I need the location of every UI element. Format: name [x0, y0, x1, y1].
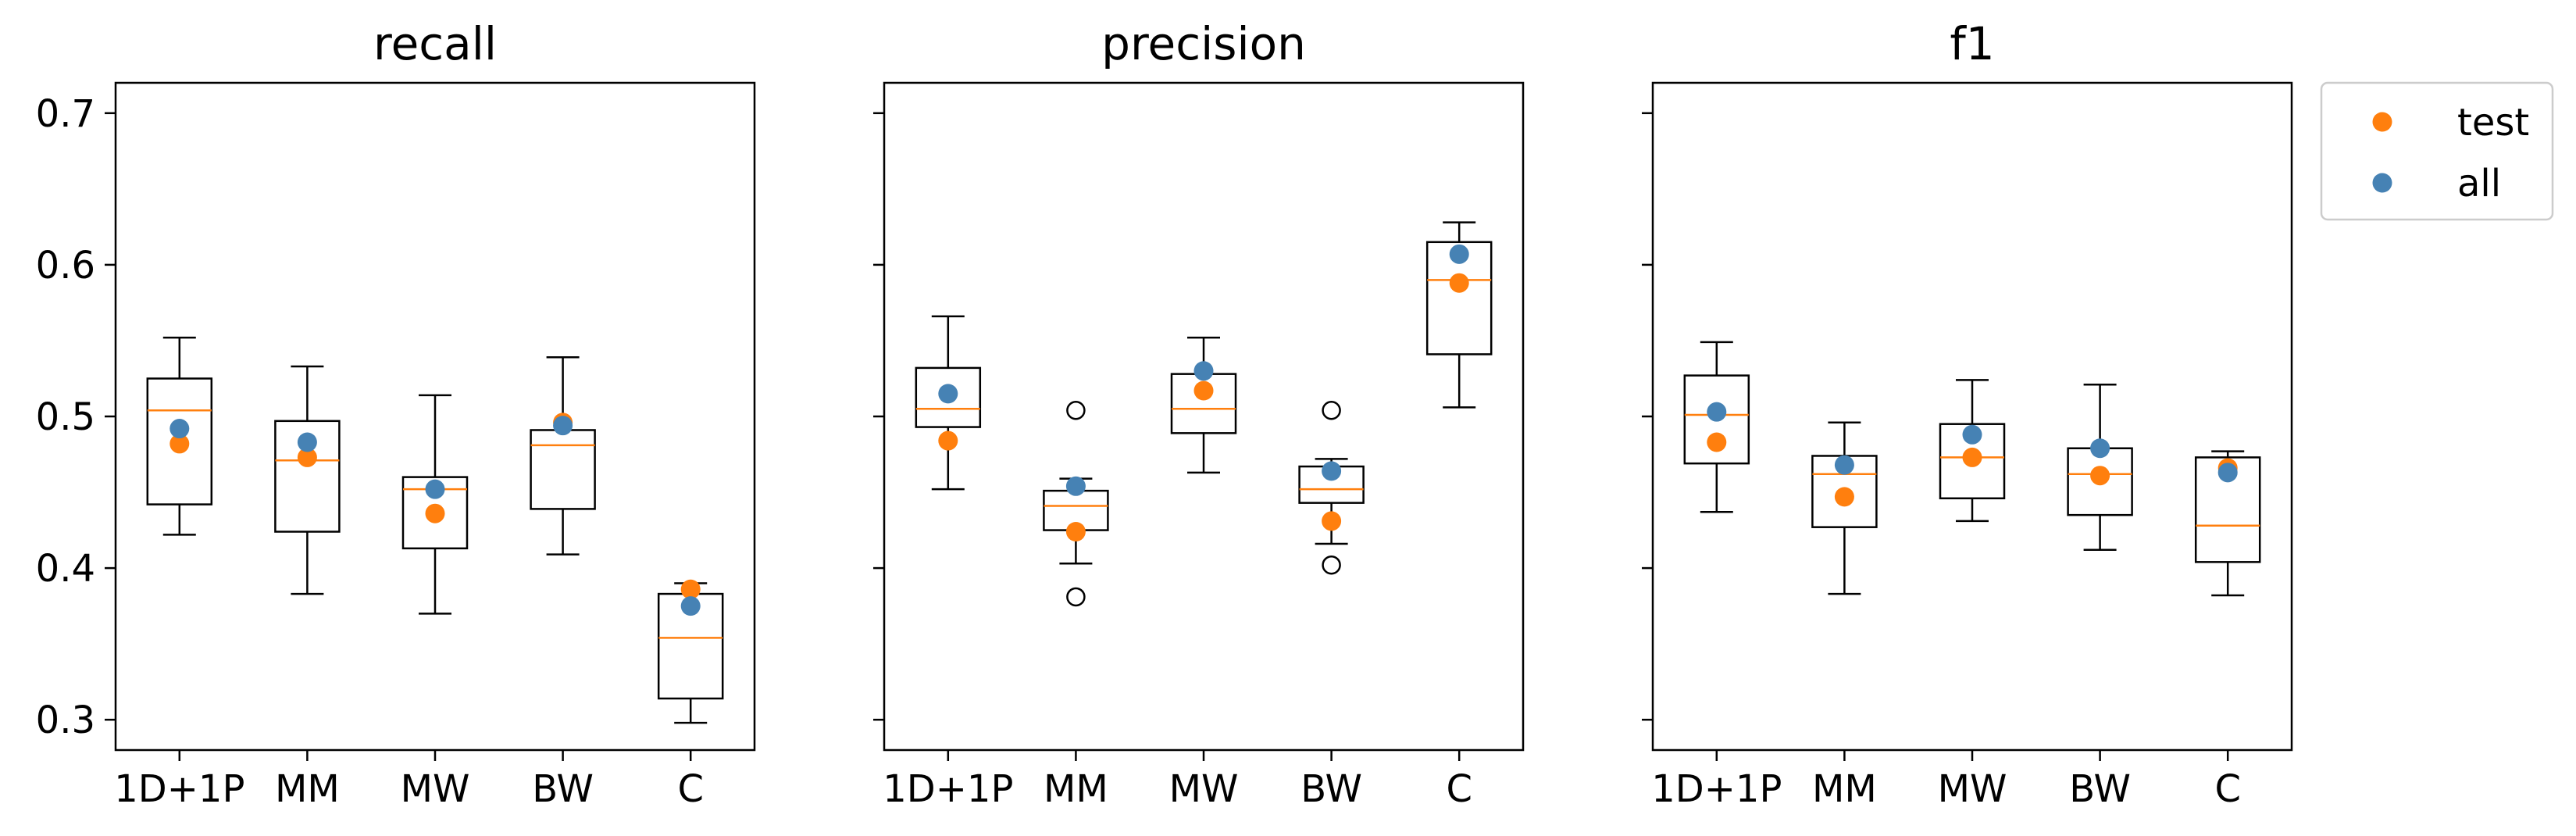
- point-all: [2090, 438, 2110, 459]
- point-all: [2217, 463, 2238, 483]
- point-all: [680, 596, 701, 616]
- x-tick-label: C: [1446, 767, 1472, 811]
- x-tick-label: C: [677, 767, 704, 811]
- point-all: [1449, 244, 1469, 264]
- point-test: [169, 434, 190, 454]
- outlier-point: [1066, 400, 1086, 420]
- x-tick-label: MW: [401, 767, 470, 811]
- point-all: [1322, 461, 1342, 481]
- point-all: [938, 384, 958, 404]
- point-all: [553, 416, 573, 436]
- legend-label-all: all: [2457, 162, 2501, 205]
- x-tick-label: 1D+1P: [1651, 767, 1782, 811]
- x-tick-label: BW: [2069, 767, 2131, 811]
- point-test: [680, 579, 701, 599]
- outlier-point: [1322, 555, 1341, 575]
- box-BW: [530, 429, 596, 510]
- box-MW: [1939, 423, 2006, 500]
- point-test: [297, 447, 317, 467]
- point-test: [938, 431, 958, 451]
- point-test: [2090, 466, 2110, 486]
- point-test: [1322, 511, 1342, 531]
- point-all: [1707, 402, 1727, 422]
- y-tick-label: 0.4: [36, 547, 95, 591]
- y-tick-label: 0.6: [36, 244, 95, 288]
- point-test: [1193, 380, 1214, 401]
- point-all: [1834, 455, 1854, 475]
- chart-panel-f1: f1 1D+1P MM MW BW C: [1642, 17, 2293, 811]
- chart-title: f1: [1950, 17, 1994, 70]
- chart-panel-recall: recall 0.3 0.4 0.5 0.6 0.7 1D+1P MM MW BW C: [36, 17, 756, 811]
- legend-marker-all: [2372, 173, 2392, 193]
- point-all: [425, 479, 445, 499]
- point-all: [297, 432, 317, 452]
- point-all: [1193, 361, 1214, 381]
- legend-label-test: test: [2457, 101, 2529, 145]
- y-tick-label: 0.3: [36, 698, 95, 742]
- chart-title: precision: [1101, 17, 1306, 70]
- point-test: [1707, 432, 1727, 452]
- x-tick-label: MM: [1812, 767, 1877, 811]
- x-tick-label: BW: [1300, 767, 1362, 811]
- plot-frame: [1651, 81, 2293, 752]
- x-tick-label: MW: [1169, 767, 1239, 811]
- box-C: [2194, 456, 2261, 563]
- box-1D+1P: [146, 377, 213, 506]
- chart-title: recall: [373, 17, 497, 70]
- x-tick-label: 1D+1P: [114, 767, 244, 811]
- x-tick-label: MM: [275, 767, 340, 811]
- point-test: [1834, 487, 1854, 507]
- point-test: [1065, 522, 1086, 542]
- chart-panel-precision: precision 1D+1P MM MW BW C: [873, 17, 1525, 811]
- box-1D+1P: [915, 366, 982, 428]
- plot-frame: [883, 81, 1525, 752]
- plot-frame: [114, 81, 756, 752]
- outlier-point: [1322, 400, 1341, 420]
- y-tick-label: 0.7: [36, 92, 95, 136]
- box-1D+1P: [1683, 374, 1750, 465]
- point-test: [1449, 273, 1469, 293]
- x-tick-label: MW: [1938, 767, 2007, 811]
- outlier-point: [1066, 587, 1086, 607]
- point-test: [425, 503, 445, 523]
- box-MW: [401, 476, 469, 550]
- y-tick-label: 0.5: [36, 395, 95, 439]
- point-test: [1962, 447, 1982, 467]
- x-tick-label: MM: [1044, 767, 1108, 811]
- box-MM: [274, 420, 341, 533]
- legend-marker-test: [2372, 112, 2392, 132]
- x-tick-label: 1D+1P: [883, 767, 1013, 811]
- point-all: [169, 419, 190, 439]
- x-tick-label: C: [2214, 767, 2241, 811]
- legend: test all: [2320, 81, 2554, 221]
- point-all: [1065, 476, 1086, 496]
- box-C: [1425, 241, 1493, 355]
- x-tick-label: BW: [532, 767, 594, 811]
- point-all: [1962, 424, 1982, 445]
